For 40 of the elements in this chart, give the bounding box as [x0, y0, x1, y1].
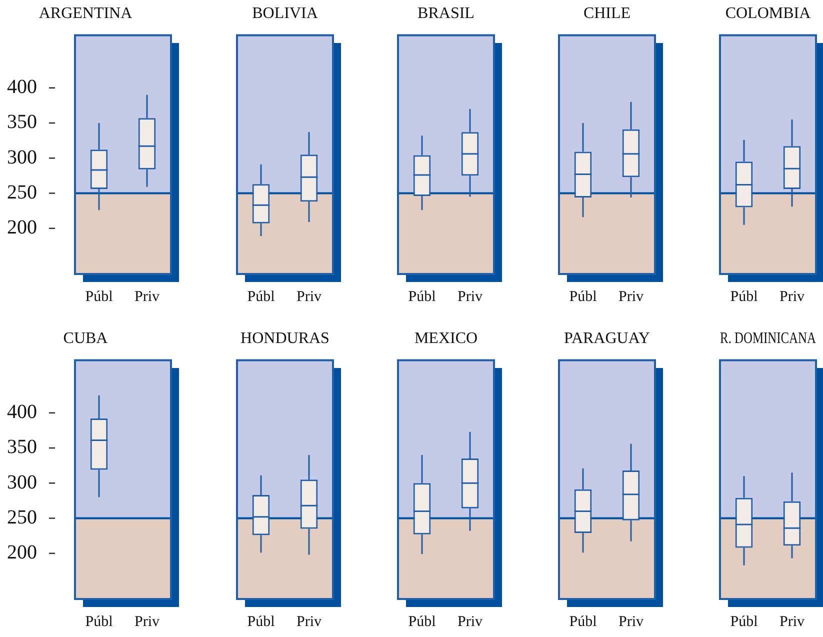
x-tick-label: Públ — [569, 288, 597, 305]
x-tick-label: Públ — [247, 288, 275, 305]
x-tick-label: Priv — [618, 288, 644, 305]
y-tick-label: 350 — [7, 436, 37, 458]
x-tick-label: Públ — [730, 614, 758, 630]
y-tick-label: 200 — [7, 216, 37, 239]
chart-title: HONDURAS — [240, 330, 330, 347]
chart-title: CHILE — [583, 4, 631, 22]
chart-title: MEXICO — [414, 330, 478, 347]
y-tick-label: 250 — [7, 506, 37, 528]
x-tick-label: Públ — [730, 288, 758, 305]
y-tick-label: 250 — [7, 181, 37, 204]
x-tick-label: Priv — [296, 288, 322, 305]
chart-title: BOLIVIA — [252, 4, 318, 22]
chart-title: PARAGUAY — [564, 330, 650, 347]
y-tick-label: 350 — [7, 111, 37, 134]
y-tick-label: 400 — [7, 76, 37, 98]
x-tick-label: Priv — [618, 614, 644, 630]
x-tick-label: Públ — [408, 614, 436, 630]
x-tick-label: Públ — [569, 614, 597, 630]
y-tick-label: 300 — [7, 146, 37, 168]
y-tick-label: 200 — [7, 542, 37, 564]
x-tick-label: Públ — [85, 288, 113, 305]
y-tick-label: 300 — [7, 471, 37, 494]
x-tick-label: Públ — [85, 614, 113, 630]
chart-title: ARGENTINA — [38, 4, 133, 22]
x-tick-label: Priv — [457, 614, 483, 630]
chart-title: CUBA — [63, 330, 108, 347]
x-tick-label: Priv — [779, 288, 805, 305]
y-tick-label: 400 — [7, 401, 37, 424]
chart-title: BRASIL — [418, 4, 474, 22]
x-tick-label: Priv — [457, 288, 483, 305]
x-tick-label: Públ — [247, 614, 275, 630]
x-tick-label: Priv — [134, 614, 160, 630]
x-tick-label: Priv — [134, 288, 160, 305]
chart-title: COLOMBIA — [725, 4, 812, 22]
chart-title: R. DOMINICANA — [720, 329, 817, 348]
x-tick-label: Públ — [408, 288, 436, 305]
x-tick-label: Priv — [296, 614, 322, 630]
x-tick-label: Priv — [779, 614, 805, 630]
